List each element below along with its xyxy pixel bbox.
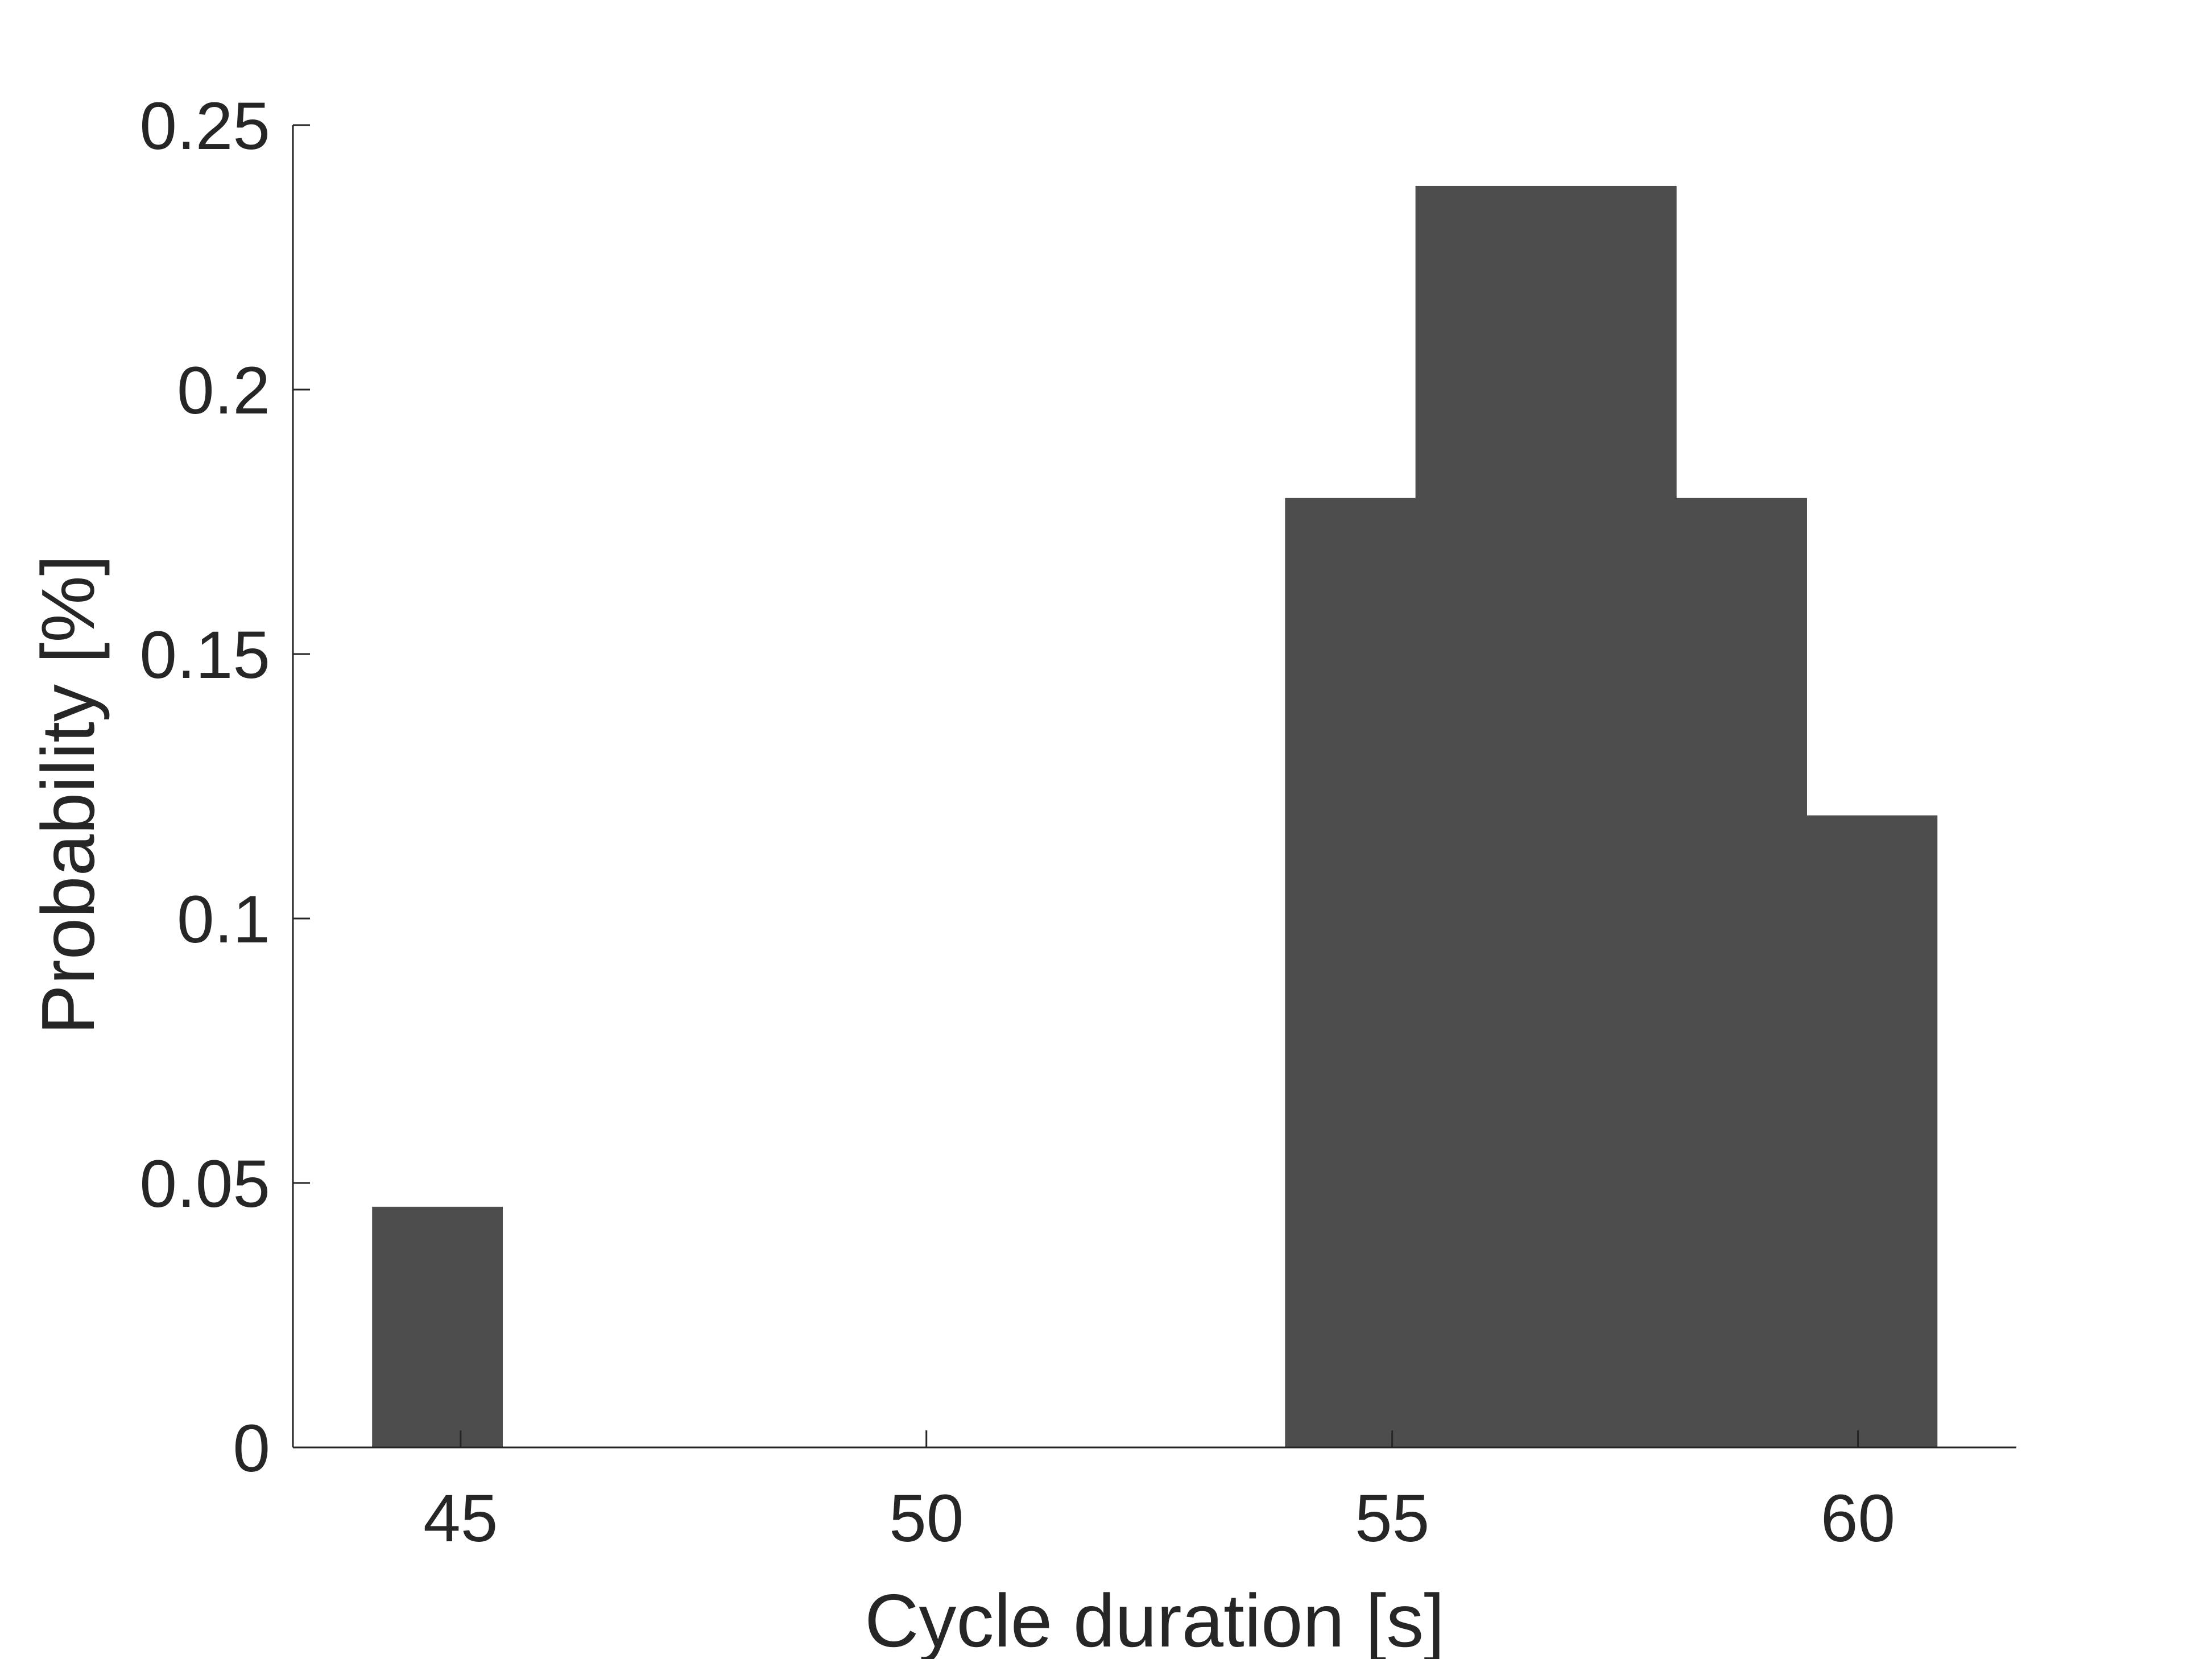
bars-group bbox=[372, 185, 1938, 1448]
histogram-bar-5 bbox=[1806, 815, 1938, 1447]
y-ticks-group: 0 0.05 0.1 0.15 0.2 0.25 bbox=[139, 89, 310, 1486]
x-tick-label-0: 45 bbox=[423, 1481, 498, 1556]
histogram-bar-2 bbox=[1415, 185, 1547, 1448]
histogram-bar-0 bbox=[372, 1206, 503, 1447]
x-tick-label-1: 50 bbox=[889, 1481, 964, 1556]
y-axis-label: Probability [%] bbox=[26, 555, 110, 1035]
y-tick-label-0: 0 bbox=[233, 1411, 270, 1486]
x-tick-label-3: 60 bbox=[1821, 1481, 1895, 1556]
y-tick-label-5: 0.25 bbox=[139, 89, 270, 164]
y-tick-label-2: 0.1 bbox=[177, 882, 270, 957]
x-axis-label: Cycle duration [s] bbox=[865, 1579, 1445, 1659]
y-tick-label-1: 0.05 bbox=[139, 1147, 270, 1222]
histogram-bar-4 bbox=[1676, 498, 1807, 1447]
y-tick-label-3: 0.15 bbox=[139, 618, 270, 693]
x-ticks-group: 45 50 55 60 bbox=[423, 1430, 1895, 1556]
axes-group bbox=[292, 125, 2016, 1449]
y-tick-label-4: 0.2 bbox=[177, 353, 270, 428]
x-tick-label-2: 55 bbox=[1355, 1481, 1429, 1556]
histogram-bar-1 bbox=[1285, 498, 1416, 1447]
histogram-bar-3 bbox=[1545, 185, 1677, 1448]
